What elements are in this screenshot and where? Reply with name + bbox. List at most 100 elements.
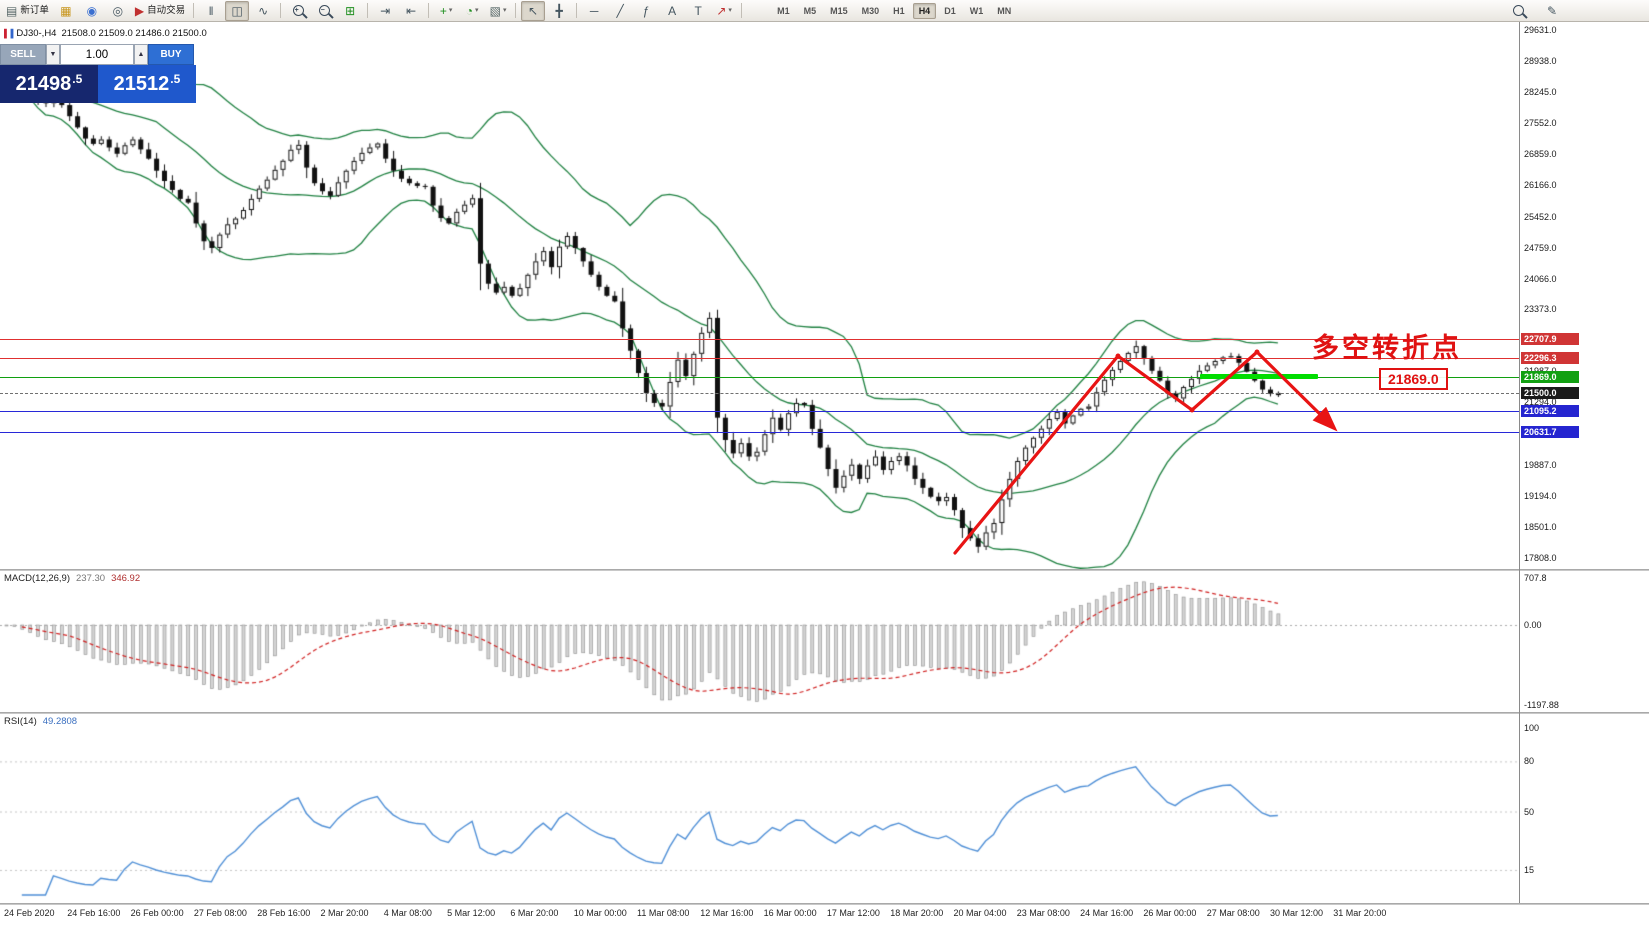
timeframe-w1[interactable]: W1	[969, 5, 984, 16]
zoom-in-button[interactable]: +	[286, 1, 310, 21]
time-label: 2 Mar 20:00	[320, 908, 369, 918]
price-tag: 21869.0	[1521, 370, 1579, 383]
toolbar-right: ✎	[1505, 1, 1565, 21]
search-button[interactable]	[1506, 1, 1530, 21]
timeframe-h4[interactable]: H4	[912, 2, 937, 19]
indicators-icon: +	[439, 3, 447, 18]
edit-icon: ✎	[1546, 3, 1558, 18]
time-label: 24 Feb 16:00	[67, 908, 121, 918]
time-scale[interactable]: 24 Feb 2020 24 Feb 16:00 26 Feb 00:00 27 Fe…	[0, 905, 1519, 923]
rsi-axis-label: 100	[1524, 723, 1540, 733]
price-axis-label: 17808.0	[1524, 553, 1557, 563]
timeframe-m5[interactable]: M5	[803, 5, 817, 16]
auto-scroll-button[interactable]: ⇥	[373, 1, 397, 21]
price-tag: 21500.0	[1521, 387, 1579, 400]
price-axis-label: 29631.0	[1524, 25, 1557, 35]
timeframe-m15[interactable]: M15	[830, 5, 848, 16]
bar-chart-icon: ‖	[208, 3, 214, 18]
turning-point-annotation[interactable]: 多空转折点	[1312, 333, 1462, 363]
toolbar-buttons: ▤ 新订单 ▦ ◉ ◎ ▶ 自动交易 ‖ ◫ ∿ + − ⊞ ⇥ ⇤ + ▾ ◔ ▾ ▧ ▾ ↖ ╋ ─ ╱ ƒ A T ↗ ▾	[2, 0, 746, 21]
arrows-button[interactable]: ↗ ▾	[712, 1, 736, 21]
bar-chart-button[interactable]: ‖	[199, 1, 223, 21]
rsi-axis-label: 50	[1524, 806, 1535, 817]
line-chart-button[interactable]: ∿	[251, 1, 275, 21]
horizontal-line-button[interactable]: ─	[582, 1, 606, 21]
time-label: 4 Mar 08:00	[383, 908, 432, 918]
time-label: 27 Feb 08:00	[193, 908, 247, 918]
volume-increase-button[interactable]: ▲	[134, 44, 148, 65]
text-button[interactable]: A	[660, 1, 684, 21]
price-axis-label: 19887.0	[1524, 460, 1557, 471]
text-icon: A	[668, 3, 677, 18]
price-tag: 20631.7	[1521, 425, 1579, 438]
time-label: 27 Mar 08:00	[1206, 908, 1260, 918]
time-label: 12 Mar 16:00	[700, 908, 754, 918]
community-button[interactable]: ◎	[106, 1, 130, 21]
timeframe-d1[interactable]: D1	[944, 5, 956, 16]
axis-separator	[1519, 22, 1520, 903]
templates-icon: ▧	[489, 3, 502, 18]
periods-button[interactable]: ◔ ▾	[460, 1, 484, 21]
price-label-annotation[interactable]: 21869.0	[1379, 368, 1448, 390]
timeframe-mn[interactable]: MN	[997, 5, 1012, 16]
panel-splitter[interactable]	[0, 903, 1649, 905]
search-icon	[1512, 5, 1524, 16]
market-watch-button[interactable]: ▦	[54, 1, 78, 21]
volume-input[interactable]	[60, 44, 134, 65]
auto-trading-button[interactable]: ▶ 自动交易	[132, 1, 188, 21]
auto-scroll-icon: ⇥	[380, 3, 391, 18]
price-axis-label: 26859.0	[1524, 148, 1557, 159]
candlestick-chart-button[interactable]: ◫	[225, 0, 250, 21]
edit-button[interactable]: ✎	[1540, 1, 1564, 21]
zoom-in-icon: +	[292, 5, 304, 16]
templates-button[interactable]: ▧ ▾	[486, 1, 510, 21]
navigator-button[interactable]: ◉	[80, 1, 104, 21]
crosshair-button[interactable]: ╋	[547, 1, 571, 21]
time-label: 17 Mar 12:00	[826, 908, 880, 918]
macd-indicator-canvas[interactable]	[0, 571, 1519, 712]
timeframe-h1[interactable]: H1	[893, 5, 905, 16]
time-label: 26 Mar 00:00	[1143, 908, 1197, 918]
trendline-button[interactable]: ╱	[608, 1, 632, 21]
time-label: 28 Feb 16:00	[257, 908, 311, 918]
price-chart-canvas[interactable]	[0, 22, 1519, 569]
price-axis-label: 28938.0	[1524, 55, 1557, 66]
sell-price-button[interactable]: 21498 .5	[0, 65, 98, 103]
buy-price-pip: .5	[170, 72, 181, 86]
panel-splitter[interactable]	[0, 569, 1649, 571]
time-label: 10 Mar 00:00	[573, 908, 627, 918]
chevron-down-icon: ▾	[728, 7, 732, 14]
chart-shift-button[interactable]: ⇤	[399, 1, 423, 21]
auto-trading-icon: ▶	[134, 3, 145, 18]
new-order-button[interactable]: ▤ 新订单	[3, 1, 52, 21]
periods-icon: ◔	[465, 3, 473, 18]
tile-windows-icon: ⊞	[345, 3, 356, 18]
community-icon: ◎	[112, 3, 124, 18]
zoom-out-icon: −	[318, 5, 330, 16]
buy-price-button[interactable]: 21512 .5	[98, 65, 196, 103]
buy-button[interactable]: BUY	[148, 44, 194, 65]
price-axis-label: 18501.0	[1524, 522, 1557, 533]
cursor-button[interactable]: ↖	[521, 0, 546, 21]
text-label-button[interactable]: T	[686, 1, 710, 21]
zoom-out-button[interactable]: −	[312, 1, 336, 21]
toolbar-separator	[515, 3, 517, 18]
chart-area[interactable]: 多空转折点 21869.0 ▌▐ DJ30-,H4 21508.0 21509.…	[0, 22, 1519, 569]
chart-shift-icon: ⇤	[406, 3, 417, 18]
tile-windows-button[interactable]: ⊞	[338, 1, 362, 21]
timeframe-m30[interactable]: M30	[861, 5, 880, 16]
main-toolbar: ▤ 新订单 ▦ ◉ ◎ ▶ 自动交易 ‖ ◫ ∿ + − ⊞ ⇥ ⇤ + ▾ ◔ ▾ ▧ ▾ ↖ ╋ ─ ╱ ƒ A T ↗ ▾ M1 M5…	[0, 0, 1649, 22]
indicators-button[interactable]: + ▾	[434, 1, 458, 21]
fibonacci-button[interactable]: ƒ	[634, 1, 658, 21]
timeframe-m1[interactable]: M1	[777, 5, 790, 16]
price-axis-label: 23373.0	[1524, 304, 1557, 315]
volume-decrease-button[interactable]: ▼	[46, 44, 60, 65]
sell-button[interactable]: SELL	[0, 44, 46, 65]
rsi-indicator-canvas[interactable]	[0, 714, 1519, 903]
price-scale[interactable]: 29631.0 28938.0 28245.0 27552.0 26859.0 26166…	[1520, 0, 1649, 945]
macd-main-value: 237.30	[76, 573, 106, 584]
rsi-name: RSI(14)	[4, 716, 37, 727]
panel-splitter[interactable]	[0, 712, 1649, 714]
buy-price-main: 21512	[113, 72, 170, 95]
new-order-icon: ▤	[6, 3, 18, 18]
